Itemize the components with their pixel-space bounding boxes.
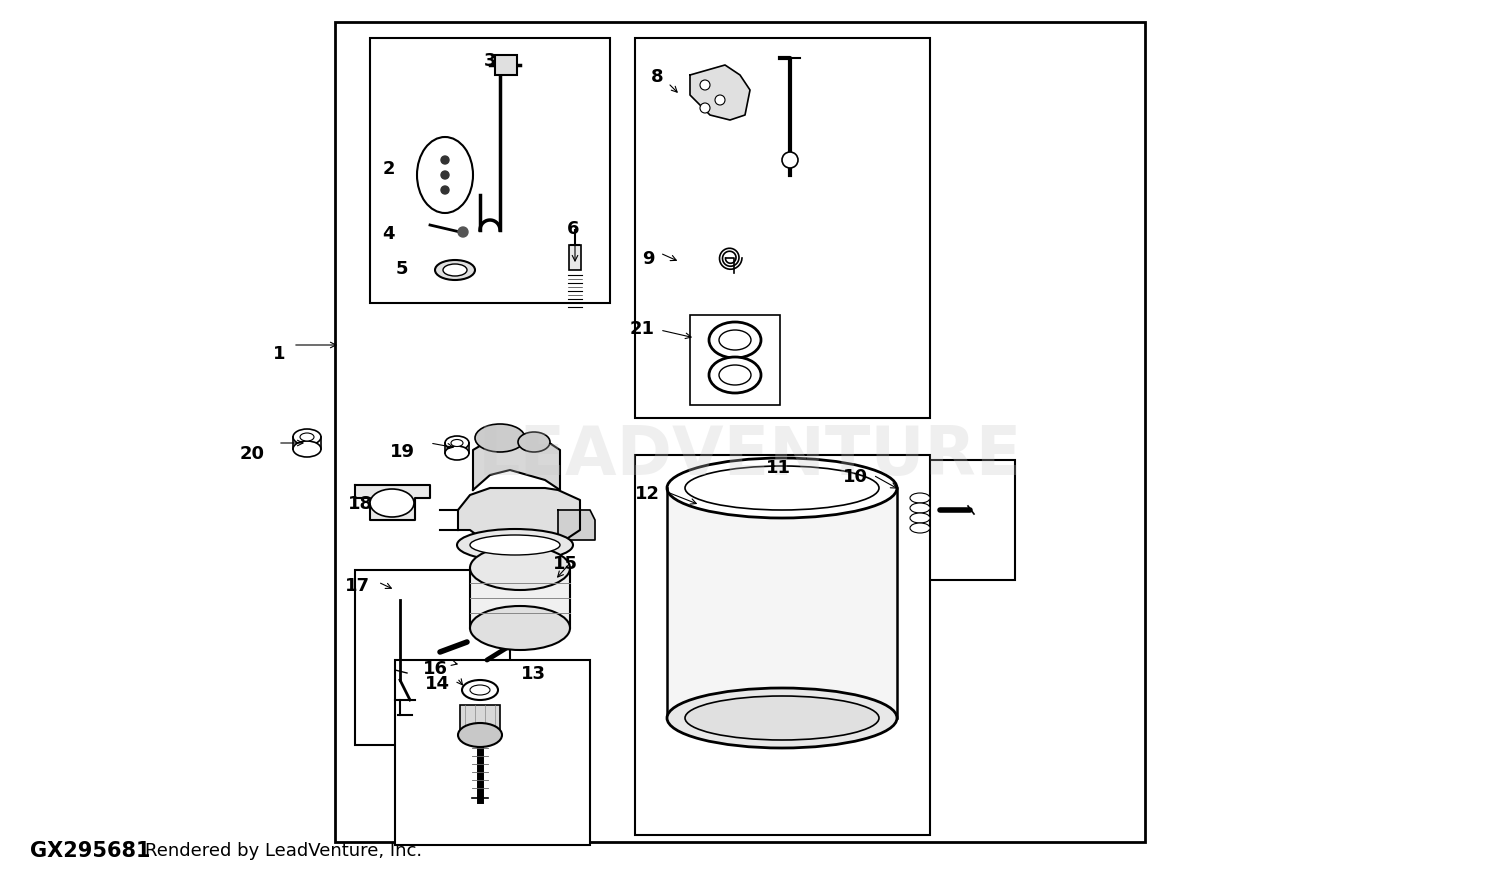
Bar: [394, 660, 590, 845]
Ellipse shape: [441, 156, 448, 164]
Text: 5: 5: [396, 260, 408, 278]
Text: 8: 8: [651, 68, 663, 86]
Bar: [634, 38, 930, 418]
Text: 13: 13: [520, 665, 546, 683]
Ellipse shape: [476, 424, 525, 452]
Ellipse shape: [686, 696, 879, 740]
Polygon shape: [558, 510, 596, 540]
Ellipse shape: [441, 171, 448, 179]
Ellipse shape: [292, 441, 321, 457]
Text: 17: 17: [345, 577, 370, 595]
Bar: [334, 22, 1144, 842]
Ellipse shape: [718, 330, 752, 350]
Ellipse shape: [668, 458, 897, 518]
Ellipse shape: [718, 365, 752, 385]
Text: 6: 6: [567, 220, 579, 238]
Text: 19: 19: [390, 443, 416, 461]
Ellipse shape: [300, 433, 313, 441]
Text: 4: 4: [382, 225, 394, 243]
Ellipse shape: [470, 546, 570, 590]
Bar: [356, 570, 510, 745]
Ellipse shape: [910, 493, 930, 503]
Text: 15: 15: [552, 555, 578, 573]
Ellipse shape: [470, 685, 490, 695]
Bar: [495, 55, 517, 75]
Ellipse shape: [686, 466, 879, 510]
Text: 18: 18: [348, 495, 374, 513]
Bar: [568, 245, 580, 270]
Ellipse shape: [441, 186, 448, 194]
Ellipse shape: [458, 723, 503, 747]
Bar: [859, 460, 1016, 580]
Ellipse shape: [710, 357, 760, 393]
Ellipse shape: [782, 152, 798, 168]
Polygon shape: [690, 65, 750, 120]
Text: 16: 16: [423, 660, 448, 678]
Ellipse shape: [700, 103, 709, 113]
Bar: [370, 38, 610, 303]
Bar: [690, 315, 780, 405]
Ellipse shape: [370, 489, 414, 517]
Text: Rendered by LeadVenture, Inc.: Rendered by LeadVenture, Inc.: [146, 842, 422, 860]
Ellipse shape: [518, 432, 550, 452]
Polygon shape: [356, 485, 430, 520]
Text: 2: 2: [382, 160, 394, 178]
Ellipse shape: [710, 322, 760, 358]
Ellipse shape: [452, 440, 464, 447]
Text: LEADVENTURE: LEADVENTURE: [478, 422, 1022, 489]
Ellipse shape: [668, 688, 897, 748]
Ellipse shape: [446, 446, 470, 460]
Ellipse shape: [700, 80, 709, 90]
Ellipse shape: [910, 523, 930, 533]
Bar: [634, 455, 930, 835]
Text: 12: 12: [634, 485, 660, 503]
Text: 3: 3: [483, 52, 496, 70]
Ellipse shape: [910, 503, 930, 513]
Text: 14: 14: [424, 675, 450, 693]
Polygon shape: [668, 488, 897, 718]
Text: 1: 1: [273, 345, 285, 363]
Polygon shape: [458, 488, 580, 548]
Text: 10: 10: [843, 468, 868, 486]
Polygon shape: [470, 568, 570, 628]
Text: 9: 9: [642, 250, 656, 268]
Ellipse shape: [470, 535, 560, 555]
Ellipse shape: [292, 429, 321, 445]
Text: GX295681: GX295681: [30, 841, 150, 861]
Ellipse shape: [716, 95, 724, 105]
Ellipse shape: [910, 513, 930, 523]
Ellipse shape: [458, 227, 468, 237]
Ellipse shape: [446, 436, 470, 450]
Polygon shape: [472, 435, 560, 490]
Ellipse shape: [470, 606, 570, 650]
Ellipse shape: [458, 529, 573, 561]
Text: 11: 11: [765, 459, 790, 477]
Ellipse shape: [442, 264, 466, 276]
Ellipse shape: [417, 137, 472, 213]
Bar: [460, 705, 500, 735]
Ellipse shape: [435, 260, 476, 280]
Ellipse shape: [462, 680, 498, 700]
Text: 20: 20: [240, 445, 266, 463]
Text: 21: 21: [630, 320, 656, 338]
